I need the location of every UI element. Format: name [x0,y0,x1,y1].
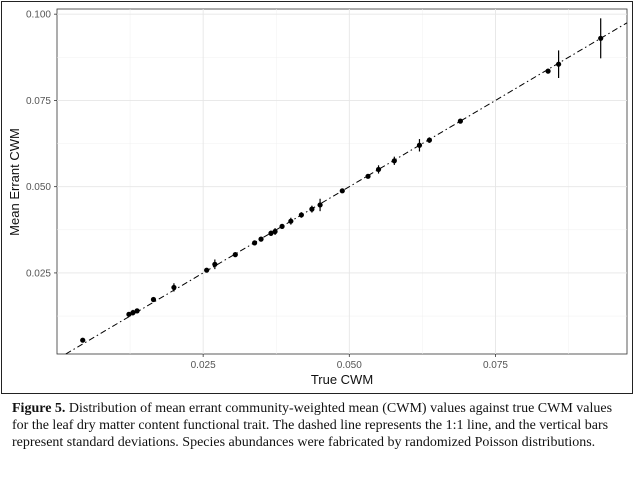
data-point [134,308,140,314]
data-point [298,212,304,218]
figure-frame: 0.025 0.050 0.075 0.025 0.050 0.075 0.100 True… [1,1,633,394]
data-point [232,252,238,258]
data-point [598,35,604,41]
data-point [391,158,397,164]
data-point [126,311,132,317]
data-point [212,261,218,267]
caption-text: Distribution of mean errant community-we… [12,401,613,450]
x-tick-label: 0.025 [191,360,216,371]
data-point [457,118,463,124]
data-point [317,202,323,208]
x-axis-title: True CWM [311,372,373,387]
y-tick-label: 0.025 [26,268,51,279]
y-tick-label: 0.100 [26,10,51,21]
data-point [339,188,345,194]
y-tick-label: 0.075 [26,96,51,107]
data-point [268,230,274,236]
grid-lines [57,9,627,354]
y-axis-title: Mean Errant CWM [7,128,22,236]
data-point [416,142,423,148]
plot-panel [56,8,628,355]
data-point [80,337,86,343]
scatter-plot: 0.025 0.050 0.075 0.025 0.050 0.075 0.100 True… [7,8,628,387]
data-point [258,236,264,242]
data-point [365,173,371,179]
data-points [80,35,604,343]
data-point [556,61,562,67]
data-point [426,137,432,143]
figure-caption: Figure 5. Distribution of mean errant co… [12,400,624,451]
x-tick-label: 0.050 [337,360,362,371]
data-point [309,206,315,212]
data-point [252,240,258,246]
data-point [288,218,294,224]
data-point [545,68,551,74]
data-point [204,267,210,273]
data-point [375,166,382,173]
axis-ticks: 0.025 0.050 0.075 0.025 0.050 0.075 0.100 [26,10,508,371]
one-to-one-line [65,22,628,355]
data-point [150,296,157,303]
data-point [279,223,285,229]
data-point [130,310,136,316]
y-tick-label: 0.050 [26,182,51,193]
data-point [272,228,278,235]
x-tick-label: 0.075 [483,360,508,371]
reference-line-group [65,22,628,355]
caption-label: Figure 5. [12,401,66,416]
data-point [171,284,177,291]
